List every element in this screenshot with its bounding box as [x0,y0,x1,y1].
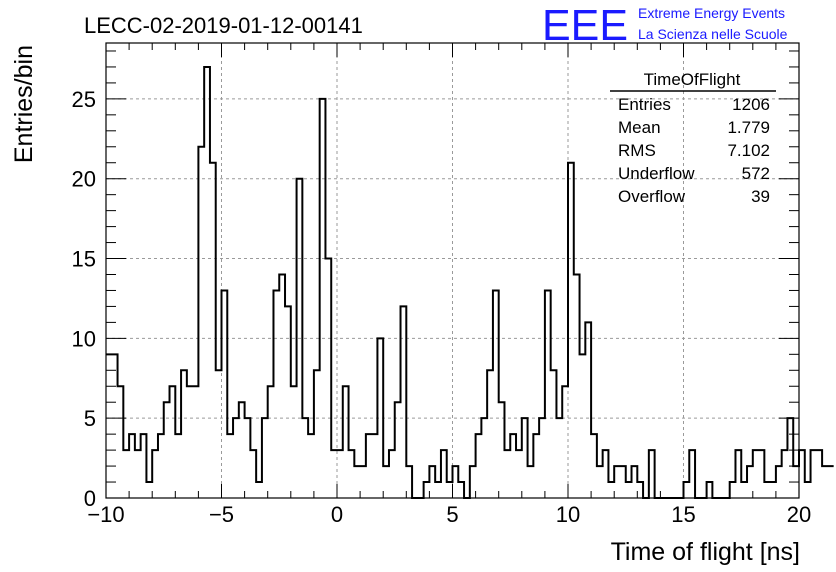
histogram-bin [822,466,828,498]
histogram-bin [135,450,141,498]
histogram-bin [146,482,152,498]
histogram-bin [580,354,586,498]
stats-row-label: Mean [618,118,661,137]
y-tick-label: 20 [72,167,96,192]
plot-frame [105,42,800,499]
y-tick-label: 0 [84,486,96,511]
stats-row-label: Entries [618,95,671,114]
histogram-bin [279,274,285,498]
histogram-bin [516,450,522,498]
x-tick-label: 0 [331,502,343,527]
y-tick-label: 25 [72,87,96,112]
run-title: LECC-02-2019-01-12-00141 [84,13,363,38]
stats-row-label: RMS [618,141,656,160]
tick-labels: −10 −5 0 5 10 15 20 0 5 10 15 20 25 [72,87,812,527]
stats-row-label: Overflow [618,187,686,206]
x-tick-label: 15 [671,502,695,527]
org-name-line2: La Scienza nelle Scuole [638,26,788,42]
x-tick-label: 10 [556,502,580,527]
histogram-bin [764,482,770,498]
histogram-bin [106,354,112,498]
stats-rows: Entries 1206 Mean 1.779 RMS 7.102 Underflow 572… [618,95,770,206]
histogram-bin [372,434,378,498]
histogram-bin [337,450,343,498]
histogram-bin [741,482,747,498]
stats-row-value: 1.779 [727,118,770,137]
histogram-bin [447,482,453,498]
axis-ticks [105,43,800,499]
stats-row-value: 1206 [732,95,770,114]
histogram-bin [504,450,510,498]
stats-row-value: 7.102 [727,141,770,160]
x-tick-label: 5 [446,502,458,527]
histogram-bin [828,466,834,498]
histogram-bin [175,434,181,498]
histogram-bin [608,482,614,498]
y-tick-label: 10 [72,326,96,351]
histogram-bin [291,386,297,498]
histogram-bin [597,466,603,498]
x-tick-label: 20 [787,502,811,527]
histogram-bin [805,482,811,498]
histogram-bin [556,418,562,498]
stats-row-value: 572 [742,164,770,183]
histogram-bin [770,482,776,498]
x-tick-label: −5 [209,502,234,527]
histogram-bin [216,370,222,498]
histogram-series [106,65,834,499]
y-tick-label: 15 [72,247,96,272]
y-tick-label: 5 [84,406,96,431]
histogram-bin [256,482,262,498]
histogram-bin [187,386,193,498]
histogram-steps [106,65,834,499]
eee-logo: EEE [542,1,628,50]
histogram-bin [528,466,534,498]
stats-title: TimeOfFlight [644,70,741,89]
histogram-bin [354,466,360,498]
stats-row-label: Underflow [618,164,695,183]
stats-row-value: 39 [751,187,770,206]
histogram-bin [435,482,441,498]
x-tick-label: −10 [87,502,124,527]
x-axis-label: Time of flight [ns] [611,538,800,566]
histogram-bin [227,434,233,498]
org-name-line1: Extreme Energy Events [638,5,785,21]
histogram-bin [193,386,199,498]
histogram-bin [331,450,337,498]
histogram-bin [360,466,366,498]
histogram-bin [308,434,314,498]
histogram-bin [383,466,389,498]
histogram-bin [123,450,129,498]
stats-box: TimeOfFlight Entries 1206 Mean 1.779 RMS 7.10… [610,70,776,206]
histogram-bin [626,482,632,498]
y-axis-label: Entries/bin [10,45,38,163]
